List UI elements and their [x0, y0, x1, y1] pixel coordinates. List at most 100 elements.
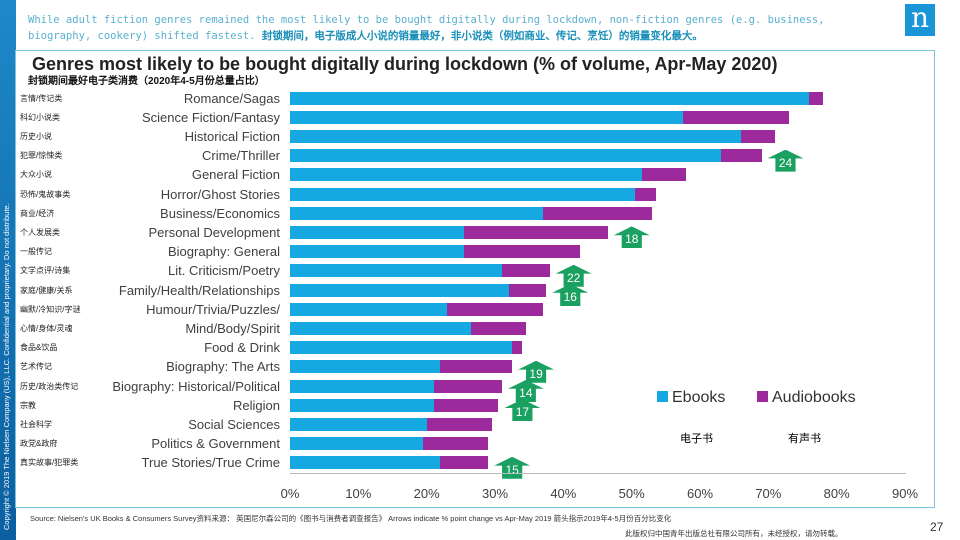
audiobooks-bar: [426, 417, 492, 431]
chart-subtitle: 封锁期间最好电子类消费（2020年4-5月份总量占比）: [28, 76, 265, 87]
ebooks-bar: [290, 149, 721, 163]
up-arrow-icon: [767, 149, 804, 172]
audiobooks-bar: [641, 168, 687, 182]
audiobooks-bar: [440, 456, 489, 470]
up-arrow-icon: [555, 264, 592, 287]
copyright-text: Copyright © 2019 The Nielsen Company (US…: [2, 203, 11, 530]
category-label-en: Biography: The Arts: [166, 359, 280, 375]
category-label-cn: 个人发展类: [20, 227, 60, 237]
category-label-en: Mind/Body/Spirit: [185, 320, 280, 336]
x-tick-label: 50%: [618, 486, 645, 501]
change-arrow: 19: [518, 360, 555, 383]
up-arrow-icon: [613, 226, 650, 249]
audiobooks-bar: [440, 360, 513, 374]
x-tick-label: 0%: [280, 486, 300, 501]
source-note: Source: Nielsen's UK Books & Consumers S…: [30, 514, 672, 523]
up-arrow-icon: [518, 360, 555, 383]
audiobooks-bar: [464, 245, 581, 259]
audiobooks-swatch: [757, 391, 768, 402]
category-label-cn: 食品&饮品: [20, 343, 58, 353]
ebooks-bar: [290, 341, 513, 355]
change-arrow: 18: [613, 226, 650, 249]
x-tick-label: 20%: [413, 486, 440, 501]
category-label-en: Crime/Thriller: [202, 148, 280, 164]
change-value: 24: [778, 155, 793, 170]
category-label-en: Social Sciences: [188, 416, 280, 432]
x-tick-label: 40%: [550, 486, 577, 501]
headline-cn: 封锁期间，电子版成人小说的销量最好，非小说类（例如商业、传记、烹饪）的销量变化最…: [261, 30, 703, 42]
ebooks-bar: [290, 245, 465, 259]
category-label-cn: 文学点评/诗集: [20, 266, 71, 276]
audiobooks-bar: [682, 110, 789, 124]
change-value: 15: [505, 462, 519, 477]
change-value: 16: [563, 290, 577, 304]
ebooks-bar: [290, 360, 441, 374]
chart-title: Genres most likely to be bought digitall…: [32, 54, 778, 74]
up-arrow-icon: [504, 399, 541, 422]
category-label-cn: 社会科学: [20, 419, 52, 429]
ebooks-bar: [290, 264, 502, 278]
category-label-en: Business/Economics: [160, 205, 280, 221]
x-tick-label: 80%: [823, 486, 850, 501]
change-arrow: 14: [507, 380, 544, 402]
audiobooks-bar: [720, 149, 762, 163]
ebooks-bar: [290, 302, 448, 316]
ebooks-bar: [290, 168, 642, 182]
ebooks-bar: [290, 379, 434, 393]
category-label-en: Food & Drink: [204, 340, 280, 356]
audiobooks-bar: [542, 206, 653, 220]
change-arrow: 24: [767, 149, 804, 172]
category-label-en: Lit. Criticism/Poetry: [168, 263, 280, 279]
category-label-en: Humour/Trivia/Puzzles/: [146, 301, 280, 317]
audiobooks-bar: [741, 129, 776, 143]
headline-en: While adult fiction genres remained the …: [28, 14, 825, 42]
ebooks-bar: [290, 321, 472, 335]
change-arrow: 15: [494, 456, 531, 479]
category-label-en: Biography: Historical/Political: [112, 378, 280, 394]
ebooks-bar: [290, 283, 509, 297]
x-tick-label: 30%: [481, 486, 509, 501]
legend-audiobooks: Audiobooks: [757, 389, 856, 407]
up-arrow-icon: [552, 284, 589, 306]
ebooks-bar: [290, 110, 683, 124]
x-tick-label: 10%: [345, 486, 372, 501]
ebooks-swatch: [657, 391, 668, 402]
chart-frame: [15, 50, 935, 508]
category-label-en: True Stories/True Crime: [141, 455, 280, 471]
ebooks-bar: [290, 225, 465, 239]
ebooks-bar: [290, 129, 741, 143]
category-label-en: Historical Fiction: [184, 128, 280, 144]
side-band: Copyright © 2019 The Nielsen Company (US…: [0, 0, 16, 540]
audiobooks-bar: [512, 341, 523, 355]
category-label-cn: 幽默/冷知识/字谜: [20, 304, 81, 314]
rights-note: 此版权归中国青年出版总社有限公司所有，未经授权，请勿转载。: [625, 529, 843, 538]
ebooks-bar: [290, 398, 434, 412]
category-label-cn: 心情/身体/灵魂: [20, 323, 73, 333]
change-arrow: 16: [552, 284, 589, 306]
category-label-cn: 一般传记: [20, 247, 52, 257]
page-number: 27: [930, 520, 944, 534]
category-label-en: General Fiction: [191, 167, 280, 183]
ebooks-bar: [290, 417, 427, 431]
x-tick-label: 60%: [686, 486, 714, 501]
headline: While adult fiction genres remained the …: [28, 12, 888, 44]
x-tick-label: 90%: [891, 486, 919, 501]
change-arrow: 17: [504, 399, 541, 422]
category-label-cn: 历史/政治类传记: [20, 381, 79, 391]
category-label-en: Horror/Ghost Stories: [160, 186, 280, 202]
category-label-cn: 商业/经济: [20, 208, 55, 218]
ebooks-bar: [290, 91, 810, 105]
change-value: 18: [625, 232, 639, 247]
category-label-en: Science Fiction/Fantasy: [141, 109, 280, 125]
category-label-en: Religion: [233, 397, 280, 413]
audiobooks-bar: [423, 437, 489, 451]
x-axis: [290, 473, 906, 474]
category-label-en: Politics & Government: [151, 436, 280, 452]
ebooks-bar: [290, 456, 441, 470]
category-label-en: Romance/Sagas: [183, 90, 280, 106]
change-value: 19: [529, 366, 543, 381]
nielsen-logo: n: [905, 4, 935, 36]
category-label-cn: 家庭/健康/关系: [20, 285, 73, 295]
legend-label: Audiobooks: [772, 389, 856, 406]
category-label-en: Personal Development: [148, 224, 280, 240]
